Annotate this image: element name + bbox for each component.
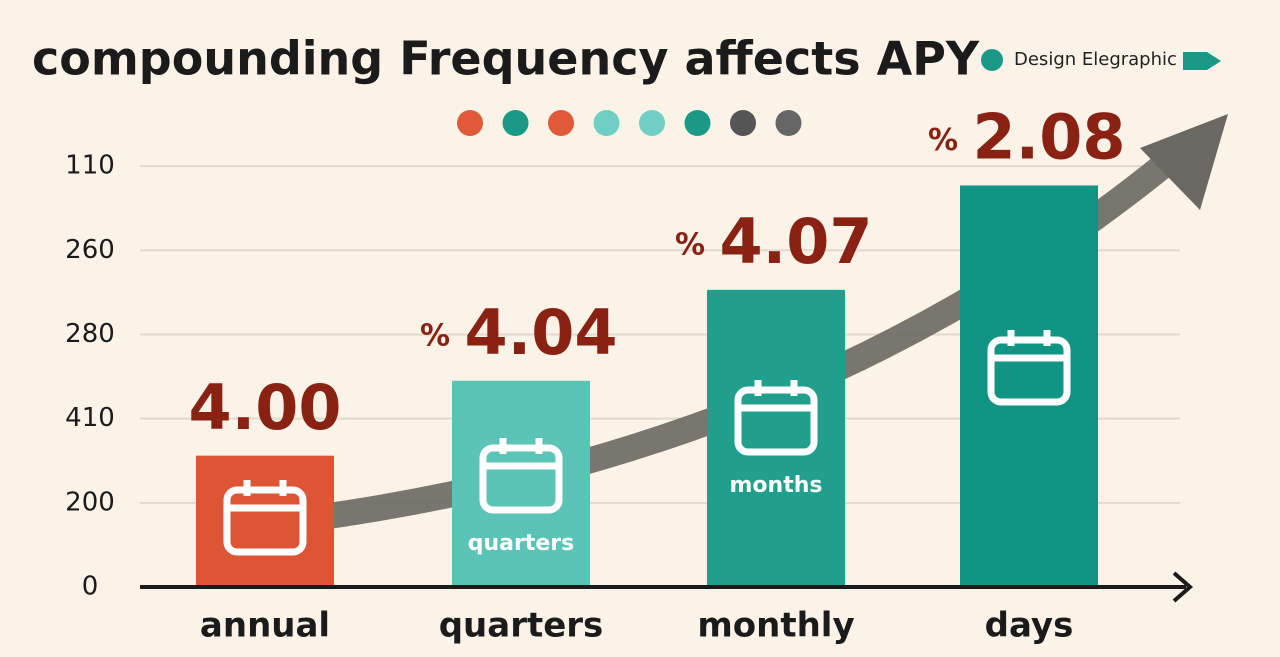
legend-marker [981, 49, 1003, 71]
bar-label-prefix: % [420, 318, 450, 353]
legend: Design Elegraphic [981, 49, 1221, 71]
bar [960, 185, 1098, 587]
y-tick-label: 410 [65, 403, 115, 433]
bar-label-prefix: % [928, 123, 958, 158]
chart-title: compounding Frequency affects APY [32, 32, 980, 86]
bar-label: 4.00 [189, 371, 342, 444]
bar-icon [223, 480, 307, 556]
x-axis-arrow [1172, 571, 1194, 603]
trend-arrowhead [1140, 114, 1228, 210]
bar-label: 4.07 [720, 205, 873, 278]
decor-dot [775, 110, 802, 136]
icon-shape [479, 444, 563, 514]
icon-shape [223, 486, 307, 556]
bar [707, 289, 845, 587]
icon-label: months [730, 473, 823, 498]
y-tick-label: 260 [65, 235, 115, 265]
plot: 0 200 410 280 260 110 annual 4.00 quarters% 4.04 q… [65, 101, 1125, 646]
y-tick-label: 200 [65, 487, 115, 517]
bar-icon [734, 380, 818, 456]
x-tick-label: monthly [697, 606, 854, 646]
bar-label-prefix: % [675, 227, 705, 262]
decor-dot [684, 110, 711, 136]
bar [196, 455, 334, 587]
decor-dot [457, 110, 483, 136]
decor-dot [548, 110, 574, 136]
x-tick-label: quarters [439, 606, 604, 646]
y-tick-label: 0 [82, 572, 99, 602]
x-tick-label: days [985, 606, 1074, 646]
x-tick-label: annual [200, 606, 330, 646]
y-tick-label: 280 [65, 319, 115, 349]
legend-arrow [1183, 52, 1221, 70]
icon-label: quarters [468, 531, 575, 556]
icon-shape [734, 386, 818, 456]
decor-dot [639, 110, 665, 136]
y-tick-label: 110 [65, 151, 115, 181]
decor-dot [730, 110, 756, 136]
legend-label: Design Elegraphic [1014, 49, 1177, 70]
bar-label: 4.04 [465, 296, 618, 369]
bar-icon [479, 438, 563, 514]
bar-icon [987, 330, 1071, 406]
bar [452, 380, 590, 587]
decor-dot [593, 110, 620, 136]
decor-dot [502, 110, 529, 136]
icon-shape [987, 336, 1071, 406]
bar-label: 2.08 [973, 101, 1126, 174]
